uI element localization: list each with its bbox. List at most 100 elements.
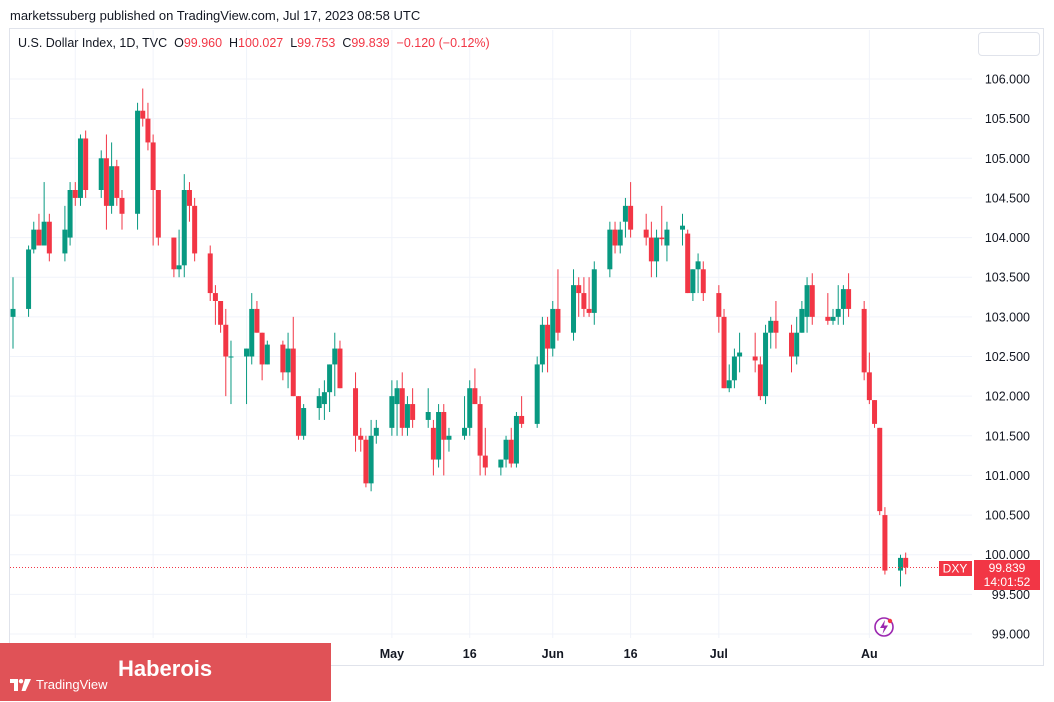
tradingview-logo-text: TradingView [36, 677, 108, 692]
candle-body [10, 308, 16, 317]
candle [571, 269, 577, 341]
tradingview-logo[interactable]: TradingView [10, 677, 108, 692]
candle-body [186, 190, 192, 206]
candle-body [477, 404, 483, 456]
price-tag: DXY 99.839 14:01:52 [939, 560, 1040, 590]
time-axis: Mar16AprMay16Jun16JulAu [64, 647, 878, 661]
candle [41, 182, 47, 246]
candle-body [731, 356, 737, 381]
candle [26, 245, 32, 317]
chart-toolbar-box[interactable] [978, 32, 1040, 56]
candle-body [410, 404, 416, 420]
candle [664, 221, 670, 262]
legend-change: −0.120 (−0.12%) [396, 36, 490, 50]
candle-body [337, 348, 343, 389]
candle [508, 427, 514, 468]
candle [513, 412, 519, 468]
candle-body [768, 320, 774, 333]
y-tick-label: 100.500 [985, 509, 1030, 523]
y-tick-label: 102.500 [985, 350, 1030, 364]
candle [721, 308, 727, 389]
candle [695, 253, 701, 294]
candle-body [840, 289, 846, 309]
candle-body [763, 332, 769, 397]
candle-body [36, 229, 42, 246]
candle-body [695, 261, 701, 270]
candle [327, 364, 333, 412]
candle-body [628, 205, 634, 230]
candle-body [114, 166, 120, 198]
candle-body [835, 308, 841, 317]
candle [145, 102, 151, 151]
candle [103, 134, 109, 230]
candle-body [373, 427, 379, 436]
candle-body [26, 249, 32, 309]
candle [690, 269, 696, 301]
candle [752, 332, 758, 373]
candle-body [789, 332, 794, 357]
candle-body [482, 455, 488, 468]
candle [399, 372, 405, 436]
candle-body [498, 459, 504, 468]
candle-body [773, 320, 779, 333]
candle [140, 88, 146, 127]
candle-body [545, 324, 551, 349]
candle [358, 427, 364, 452]
candle [462, 396, 468, 440]
candle [726, 364, 732, 393]
candle [628, 182, 634, 238]
candle [685, 229, 691, 294]
candle [155, 190, 161, 246]
y-tick-label: 102.000 [985, 390, 1030, 404]
candle [882, 507, 888, 575]
candle-body [109, 166, 115, 206]
candle-body [648, 237, 654, 262]
candle-body [103, 158, 109, 206]
candle [472, 368, 478, 405]
candle [259, 332, 265, 381]
candle-body [903, 557, 909, 568]
candle [768, 316, 774, 349]
candle [441, 404, 447, 476]
candle [830, 308, 836, 325]
candle-body [98, 158, 104, 190]
candle [77, 134, 83, 206]
candle [394, 380, 400, 436]
candle-body [877, 427, 883, 512]
candle [62, 205, 68, 262]
candle [207, 245, 213, 301]
candle [186, 182, 192, 222]
candle-body [866, 372, 872, 401]
candles [10, 88, 909, 587]
candle-body [539, 324, 545, 365]
candle-body [212, 293, 218, 301]
candle [67, 182, 73, 246]
candle-body [358, 435, 364, 440]
y-tick-label: 105.500 [985, 112, 1030, 126]
y-tick-label: 101.000 [985, 469, 1030, 483]
candle [700, 261, 706, 301]
candle [321, 380, 327, 420]
candle-body [825, 316, 831, 321]
candle-body [612, 229, 618, 246]
candle [861, 301, 867, 381]
x-tick-label: Au [861, 647, 878, 661]
candle-body [882, 515, 888, 571]
candle-body [872, 400, 878, 424]
candle [176, 229, 182, 278]
candle [114, 159, 120, 206]
lightning-icon[interactable] [873, 616, 895, 638]
y-tick-label: 106.000 [985, 73, 1030, 87]
candle [586, 277, 592, 317]
candle [254, 301, 260, 333]
candle [866, 352, 872, 405]
candle-body [664, 229, 670, 246]
candle-body [332, 348, 338, 365]
candle-body [223, 324, 229, 357]
candle-body [67, 190, 73, 238]
candle [404, 396, 410, 436]
candle [545, 316, 551, 373]
candle [498, 459, 504, 476]
x-tick-label: 16 [624, 647, 638, 661]
